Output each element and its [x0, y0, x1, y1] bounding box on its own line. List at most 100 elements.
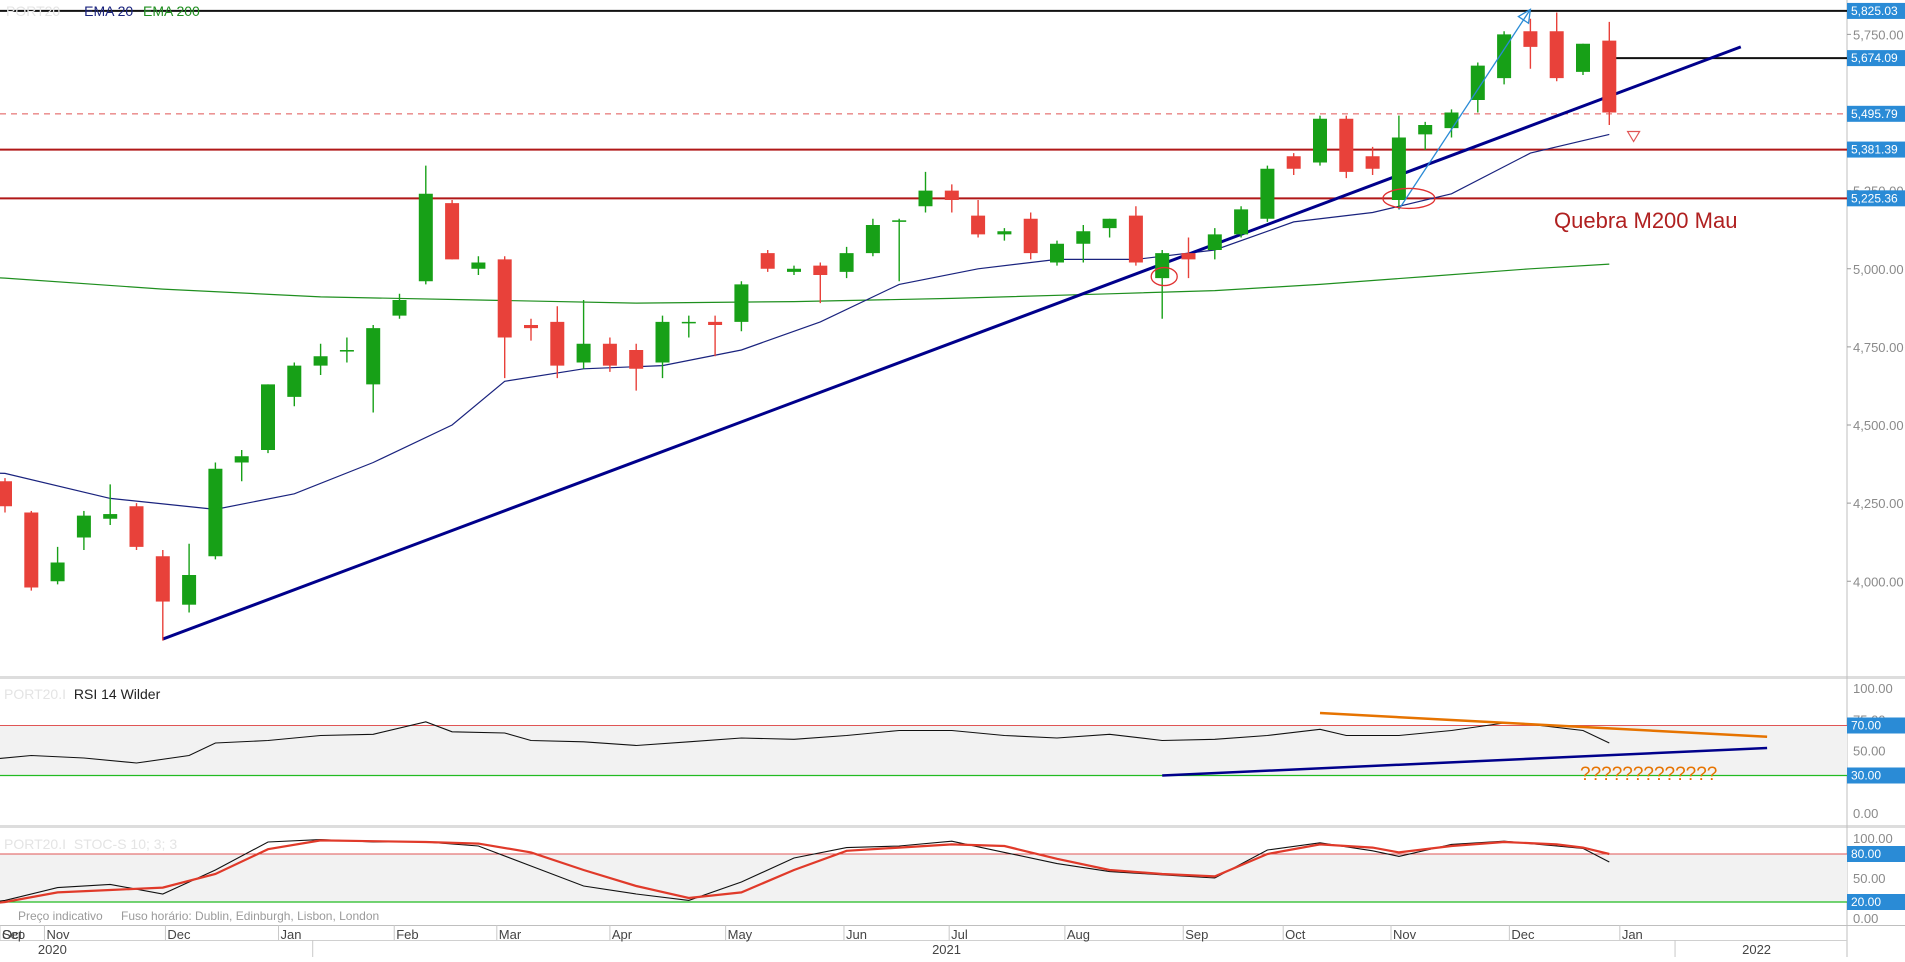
rsi-level-tag-bg: [1847, 767, 1905, 784]
candle-body: [813, 265, 828, 275]
candle-body: [287, 365, 302, 397]
stoch-level-tag-bg: [1847, 894, 1905, 910]
candle-body: [1260, 168, 1275, 219]
stoch-indicator-label: STOC-S 10; 3; 3: [73, 836, 178, 852]
ema20-line: [0, 133, 1610, 511]
rsi-trendline-support: [1162, 746, 1768, 777]
stoch-tick-label: 50.00: [1853, 871, 1886, 886]
stoch-band: [0, 854, 1847, 902]
month-label: Oct: [2, 927, 23, 942]
candle-body: [1313, 118, 1327, 163]
highlight-ellipse: [1382, 187, 1436, 210]
stoch-d-line: [0, 839, 1610, 904]
candle-body: [1365, 156, 1380, 169]
y-tick-label: 4,000.00: [1853, 574, 1904, 589]
candle-body: [234, 456, 249, 463]
month-label: Dec: [1511, 927, 1535, 942]
candle-body: [1076, 231, 1091, 244]
candle-body: [76, 515, 91, 538]
candle-body: [997, 231, 1012, 235]
candle-body: [760, 253, 775, 269]
stoch-level-tag: 80.00: [1851, 847, 1881, 861]
candle-body: [1207, 234, 1222, 250]
candle-body: [576, 343, 591, 363]
candle-body: [708, 321, 723, 325]
year-label: 2022: [1742, 942, 1771, 957]
candle-body: [1234, 209, 1249, 235]
candle-body: [50, 562, 65, 582]
pullback-marker: [1626, 130, 1641, 143]
candle-body: [1576, 43, 1590, 72]
candle-body: [734, 284, 749, 322]
month-label: Mar: [499, 927, 522, 942]
stoch-level-tag: 20.00: [1851, 895, 1881, 909]
candle-body: [1023, 218, 1038, 254]
candle-body: [1444, 112, 1459, 129]
candle-body: [602, 343, 617, 366]
month-label: Aug: [1067, 927, 1090, 942]
price-tag-bg: [1847, 190, 1905, 207]
price-tag: 5,495.79: [1851, 107, 1898, 121]
price-tag: 5,225.36: [1851, 191, 1898, 205]
month-label: Sep: [2, 927, 25, 942]
rsi-question-annotation: ?????????????: [1580, 764, 1718, 785]
projection-arrow-line: [1398, 9, 1531, 210]
ema200-line: [0, 263, 1610, 304]
stoch-level-tag-bg: [1847, 846, 1905, 862]
month-label: Nov: [1393, 927, 1417, 942]
price-tag: 5,825.03: [1851, 4, 1898, 18]
main-instrument-label: PORT20: [6, 3, 61, 19]
rsi-legend: PORT20.I RSI 14 Wilder: [4, 686, 160, 702]
candle-body: [1181, 253, 1196, 260]
candle-body: [24, 512, 39, 588]
stoch-legend: PORT20.I STOC-S 10; 3; 3: [4, 836, 177, 852]
price-tag-bg: [1847, 141, 1905, 158]
candle-body: [182, 575, 197, 605]
stoch-instrument-label: PORT20.I: [4, 836, 66, 852]
month-label: Jan: [1622, 927, 1643, 942]
candle-body: [944, 190, 959, 200]
rsi-trendline-divergence: [1319, 711, 1768, 738]
rsi-tick-label: 50.00: [1853, 744, 1886, 759]
rsi-instrument-label: PORT20.I: [4, 686, 66, 702]
price-tag: 5,381.39: [1851, 143, 1898, 157]
candle-body: [1497, 34, 1512, 79]
month-label: May: [728, 927, 753, 942]
y-tick-label: 4,500.00: [1853, 418, 1904, 433]
candle-body: [261, 384, 275, 450]
candle-body: [366, 328, 381, 385]
candle-body: [1418, 125, 1433, 135]
legend-ema20: EMA 20: [84, 3, 134, 19]
candle-body: [524, 325, 538, 329]
candle-body: [339, 350, 354, 352]
month-label: Nov: [46, 927, 70, 942]
candle-body: [497, 259, 512, 338]
candle-body: [1391, 137, 1406, 200]
candle-body: [208, 468, 223, 557]
candle-body: [1602, 40, 1617, 113]
candle-body: [313, 356, 328, 366]
candle-body: [1155, 253, 1170, 279]
highlight-ellipse: [1150, 266, 1178, 287]
month-label: Dec: [167, 927, 191, 942]
candle-body: [471, 262, 486, 269]
candle-body: [1128, 215, 1143, 263]
timezone-note: Fuso horário: Dublin, Edinburgh, Lisbon,…: [121, 909, 380, 923]
candle-body: [392, 300, 407, 316]
candle-body: [892, 220, 907, 222]
candle-body: [129, 506, 144, 547]
candle-body: [418, 193, 433, 282]
rsi-indicator-label: RSI 14 Wilder: [73, 686, 161, 702]
candle-body: [1286, 156, 1301, 169]
price-tag-bg: [1847, 50, 1905, 67]
candle-body: [103, 514, 118, 519]
price-tag-bg: [1847, 2, 1905, 19]
candle-body: [1470, 65, 1485, 100]
break-annotation: Quebra M200 Mau: [1554, 208, 1738, 233]
candle-body: [655, 321, 670, 363]
legend-ema200: EMA 200: [143, 3, 200, 19]
candle-body: [681, 321, 696, 324]
rsi-band: [0, 725, 1847, 776]
